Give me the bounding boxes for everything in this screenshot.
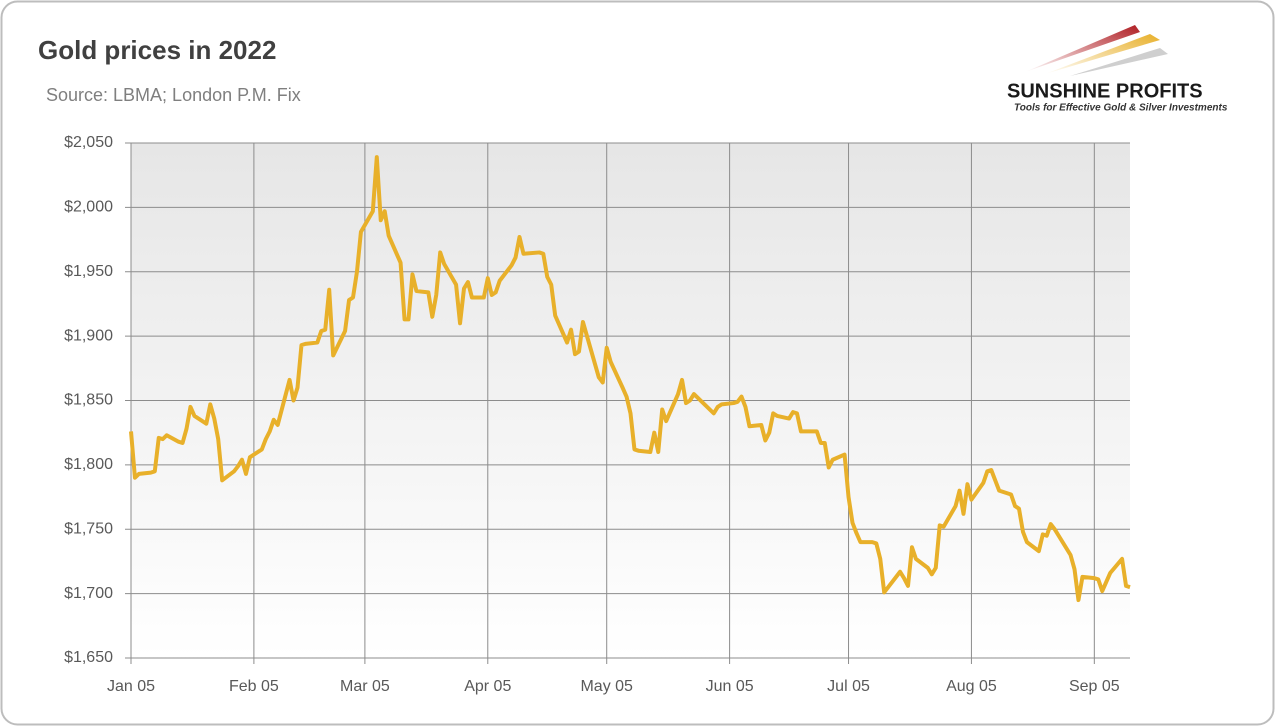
chart-title: Gold prices in 2022	[38, 35, 276, 65]
logo-swoosh	[1045, 34, 1160, 74]
y-tick-label: $1,800	[64, 456, 113, 473]
logo-swoosh	[1025, 25, 1140, 72]
x-tick-label: Apr 05	[464, 678, 511, 695]
x-tick-label: Jul 05	[827, 678, 870, 695]
y-tick-label: $2,050	[64, 134, 113, 151]
price-line	[129, 155, 1131, 603]
y-tick-label: $1,850	[64, 392, 113, 409]
logo: SUNSHINE PROFITS Tools for Effective Gol…	[1007, 25, 1228, 114]
x-tick-label: Mar 05	[340, 678, 390, 695]
logo-swoosh	[1070, 48, 1168, 76]
logo-tagline: Tools for Effective Gold & Silver Invest…	[1014, 103, 1228, 114]
logo-name: SUNSHINE PROFITS	[1007, 80, 1203, 102]
y-tick-label: $1,750	[64, 520, 113, 537]
chart-subtitle: Source: LBMA; London P.M. Fix	[46, 85, 301, 105]
x-tick-label: Feb 05	[229, 678, 279, 695]
x-tick-label: Jun 05	[706, 678, 754, 695]
y-tick-label: $1,900	[64, 327, 113, 344]
y-tick-label: $2,000	[64, 199, 113, 216]
y-tick-label: $1,650	[64, 649, 113, 666]
y-tick-label: $1,950	[64, 263, 113, 280]
x-tick-label: Sep 05	[1069, 678, 1120, 695]
x-tick-label: May 05	[580, 678, 633, 695]
y-tick-label: $1,700	[64, 585, 113, 602]
x-tick-label: Jan 05	[107, 678, 155, 695]
x-tick-label: Aug 05	[946, 678, 997, 695]
